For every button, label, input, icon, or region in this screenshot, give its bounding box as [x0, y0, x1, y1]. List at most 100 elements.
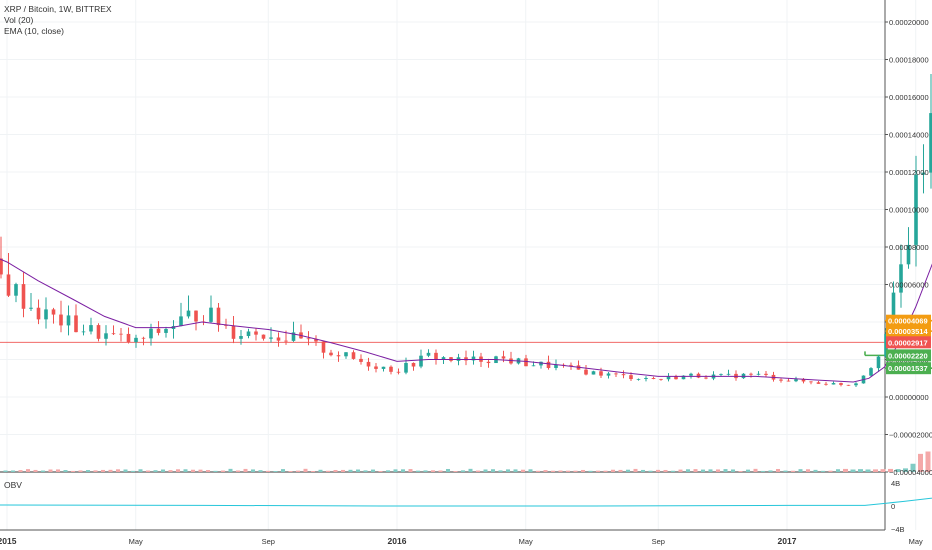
candle: [509, 351, 513, 365]
volume-bar: [888, 468, 893, 472]
volume-bar: [146, 470, 150, 472]
candle: [171, 320, 176, 339]
candle: [546, 355, 551, 370]
candle: [396, 368, 401, 375]
volume-bar: [138, 469, 143, 472]
x-tick-label: Sep: [262, 537, 275, 546]
volume-bar: [446, 468, 450, 472]
ema-line: [0, 258, 932, 383]
candle: [906, 227, 911, 269]
candle: [434, 349, 438, 365]
y-tick-label: 0.00016000: [889, 93, 929, 102]
volume-bar: [498, 470, 503, 472]
candle: [179, 302, 183, 327]
volume-bar: [701, 469, 705, 472]
volume-bar: [783, 470, 788, 472]
volume-bar: [476, 470, 480, 472]
candle: [734, 370, 738, 381]
volume-bar: [116, 469, 120, 472]
volume-bar: [865, 469, 871, 472]
volume-bar: [356, 469, 360, 472]
candle: [576, 360, 581, 370]
volume-bar: [281, 469, 285, 472]
candle: [689, 372, 693, 379]
obv-tick-label: 4B: [891, 479, 900, 488]
volume-bar: [611, 469, 615, 472]
volume-bar: [438, 470, 443, 472]
x-axis: 2015MaySep2016MaySep2017MaySep2018MaySep…: [0, 536, 923, 546]
volume-bar: [386, 470, 390, 472]
volume-bar: [251, 469, 255, 472]
candle: [261, 334, 266, 341]
volume-bar: [731, 469, 735, 472]
candle: [824, 381, 828, 386]
candle: [201, 315, 206, 326]
candle: [44, 297, 48, 329]
candle: [419, 349, 423, 369]
candle: [306, 331, 311, 346]
candle: [914, 155, 918, 267]
candle: [344, 352, 348, 359]
volume-bars: [3, 451, 931, 472]
volume-bar: [131, 470, 135, 472]
volume-bar: [71, 470, 75, 472]
volume-bar: [108, 469, 113, 472]
candle: [771, 371, 776, 382]
candle: [921, 144, 926, 194]
volume-bar: [813, 469, 818, 472]
volume-bar: [243, 468, 248, 472]
price-level-label: 0.00002917: [886, 336, 931, 349]
volume-bar: [641, 469, 645, 472]
candle: [809, 381, 813, 385]
x-tick-label: May: [909, 537, 923, 546]
svg-text:0.00003514: 0.00003514: [888, 327, 928, 336]
candle: [524, 354, 528, 367]
candle: [351, 350, 356, 360]
candle: [614, 372, 618, 377]
volume-bar: [431, 470, 435, 472]
x-tick-label: May: [519, 537, 533, 546]
volume-bar: [925, 451, 931, 472]
volume-bar: [221, 470, 225, 472]
volume-bar: [311, 471, 315, 472]
volume-bar: [363, 470, 368, 472]
volume-bar: [416, 470, 420, 472]
candle: [606, 372, 611, 379]
volume-bar: [206, 470, 210, 472]
candle: [231, 316, 236, 344]
volume-bar: [821, 470, 825, 472]
candle: [194, 310, 198, 331]
volume-bar: [56, 469, 60, 472]
volume-bar: [26, 469, 30, 472]
volume-bar: [528, 469, 533, 472]
legend-ema: EMA (10, close): [4, 26, 64, 36]
volume-bar: [213, 470, 218, 472]
candle: [111, 325, 116, 336]
y-tick-label: 0.00018000: [889, 56, 929, 65]
candle: [674, 374, 678, 380]
volume-bar: [101, 469, 105, 472]
price-level-label: 0.00003514: [886, 325, 931, 338]
volume-bar: [483, 469, 488, 472]
volume-bar: [566, 470, 570, 472]
candle: [426, 349, 431, 358]
candle: [816, 381, 821, 384]
x-tick-label: Sep: [652, 537, 665, 546]
volume-bar: [93, 470, 98, 472]
candle: [374, 363, 378, 373]
volume-bar: [738, 471, 743, 472]
volume-bar: [880, 469, 886, 472]
candle: [51, 307, 56, 324]
volume-bar: [423, 470, 428, 472]
volume-bar: [626, 469, 630, 472]
price-level-label: 0.00002220: [886, 349, 931, 362]
candle: [66, 305, 71, 336]
y-tick-label: 0.00000000: [889, 393, 929, 402]
volume-bar: [461, 470, 465, 472]
candle: [156, 321, 161, 336]
candle: [29, 292, 33, 311]
candle: [411, 362, 416, 371]
grid: [0, 0, 917, 531]
candle: [329, 349, 333, 357]
